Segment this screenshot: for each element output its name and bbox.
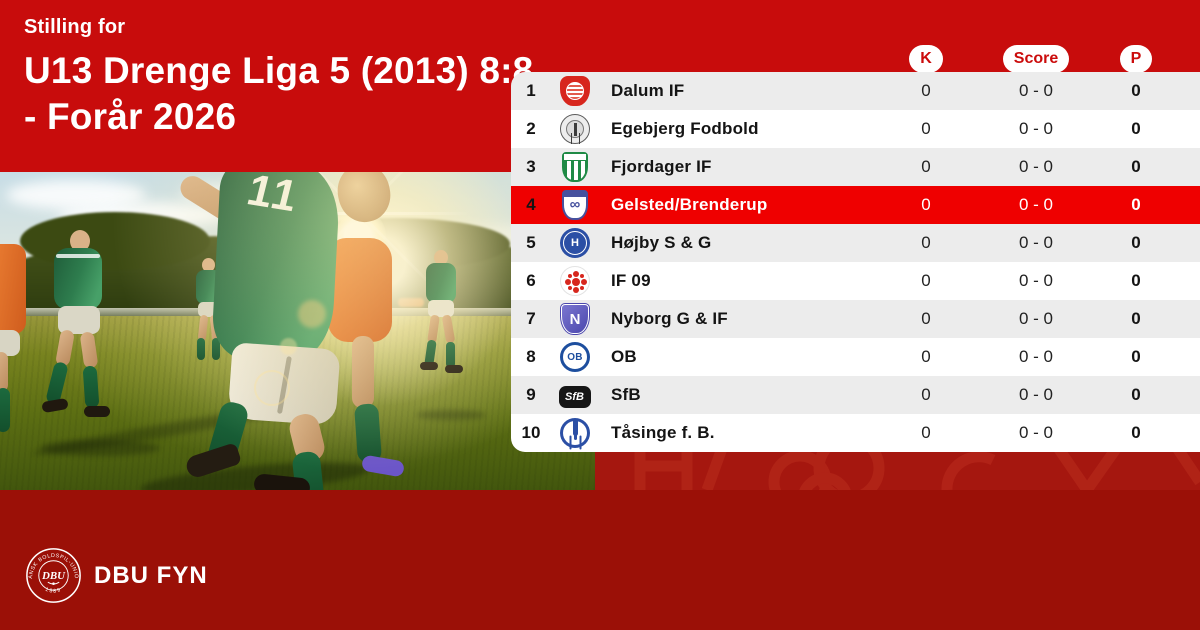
rank: 5 <box>526 233 536 252</box>
team-badge-ob-icon: OB <box>551 342 599 372</box>
matches-value: 0 <box>921 423 931 442</box>
table-row: 6 IF 09 0 0 - 0 0 <box>511 262 1200 300</box>
dbu-watermark-pattern <box>634 452 1200 490</box>
score-value: 0 - 0 <box>1018 81 1054 100</box>
rank: 2 <box>526 119 536 138</box>
title-block: Stilling for U13 Drenge Liga 5 (2013) 8:… <box>24 16 533 140</box>
table-row: 8 OB OB 0 0 - 0 0 <box>511 338 1200 376</box>
score-value: 0 - 0 <box>1018 423 1054 442</box>
team-name: Højby S & G <box>611 233 712 252</box>
table-row: 5 H Højby S & G 0 0 - 0 0 <box>511 224 1200 262</box>
standings-table: 1 Dalum IF 0 0 - 0 0 2 Egebjerg Fodbold … <box>511 72 1200 452</box>
photo-lens-flare <box>254 370 290 406</box>
team-name: Tåsinge f. B. <box>611 423 715 442</box>
team-name: OB <box>611 347 637 366</box>
table-row: 10 Tåsinge f. B. 0 0 - 0 0 <box>511 414 1200 452</box>
photo-player-orange-bib <box>318 212 418 490</box>
team-badge-dalum-if-icon <box>551 76 599 106</box>
team-name: Nyborg G & IF <box>611 309 728 328</box>
table-row-highlighted: 4 Gelsted/Brenderup 0 0 - 0 0 <box>511 186 1200 224</box>
eyebrow-label: Stilling for <box>24 16 126 38</box>
rank: 10 <box>521 423 541 442</box>
table-row: 9 SfB SfB 0 0 - 0 0 <box>511 376 1200 414</box>
column-header-k: K <box>909 45 943 73</box>
photo-player-left <box>41 230 126 470</box>
score-value: 0 - 0 <box>1018 119 1054 138</box>
matches-value: 0 <box>921 195 931 214</box>
dbu-seal-logo: DANSK BOLDSPIL-UNION 1889 DBU <box>25 547 81 603</box>
rank: 1 <box>526 81 536 100</box>
team-name: IF 09 <box>611 271 651 290</box>
seal-initials: DBU <box>41 570 66 582</box>
brand-name: DBU FYN <box>94 562 208 589</box>
photo-shadow <box>40 440 160 456</box>
table-row: 3 Fjordager IF 0 0 - 0 0 <box>511 148 1200 186</box>
column-header-p: P <box>1119 45 1153 73</box>
points-value: 0 <box>1131 81 1141 100</box>
team-badge-egebjerg-icon <box>551 114 599 144</box>
rank: 8 <box>526 347 536 366</box>
rank: 3 <box>526 157 536 176</box>
team-badge-if09-icon <box>551 266 599 296</box>
matches-value: 0 <box>921 385 931 404</box>
footer-bar: DANSK BOLDSPIL-UNION 1889 DBU DBU FYN <box>0 490 1200 630</box>
matches-value: 0 <box>921 233 931 252</box>
table-column-headers: K Score P <box>511 45 1200 73</box>
matches-value: 0 <box>921 81 931 100</box>
points-value: 0 <box>1131 309 1141 328</box>
seal-year: 1889 <box>44 587 61 595</box>
matches-value: 0 <box>921 347 931 366</box>
matches-value: 0 <box>921 157 931 176</box>
score-value: 0 - 0 <box>1018 157 1054 176</box>
points-value: 0 <box>1131 271 1141 290</box>
team-name: Gelsted/Brenderup <box>611 195 768 214</box>
score-value: 0 - 0 <box>1018 347 1054 366</box>
hero-photo: 11 <box>0 172 595 490</box>
points-value: 0 <box>1131 119 1141 138</box>
rank: 4 <box>526 195 536 214</box>
score-value: 0 - 0 <box>1018 271 1054 290</box>
team-badge-tasinge-icon <box>551 418 599 448</box>
team-badge-sfb-icon: SfB <box>551 382 599 408</box>
svg-text:1889: 1889 <box>44 587 62 595</box>
page-title-line1: U13 Drenge Liga 5 (2013) 8:8 <box>24 50 534 91</box>
points-value: 0 <box>1131 385 1141 404</box>
photo-player-edge <box>0 224 40 464</box>
page-title-line2: - Forår 2026 <box>24 96 237 137</box>
score-value: 0 - 0 <box>1018 309 1054 328</box>
team-name: Fjordager IF <box>611 157 712 176</box>
score-value: 0 - 0 <box>1018 385 1054 404</box>
matches-value: 0 <box>921 271 931 290</box>
rank: 7 <box>526 309 536 328</box>
photo-warm-tint <box>0 172 595 490</box>
watermark-band <box>595 452 1200 490</box>
points-value: 0 <box>1131 347 1141 366</box>
team-badge-fjordager-icon <box>551 152 599 182</box>
photo-player-right <box>418 250 466 400</box>
matches-value: 0 <box>921 119 931 138</box>
team-badge-gelsted-brenderup-icon <box>551 190 599 220</box>
team-badge-nyborg-icon: N <box>551 303 599 335</box>
photo-shadow <box>416 410 486 420</box>
table-row: 1 Dalum IF 0 0 - 0 0 <box>511 72 1200 110</box>
team-badge-hojby-icon: H <box>551 228 599 258</box>
photo-lens-flare <box>280 338 297 355</box>
points-value: 0 <box>1131 157 1141 176</box>
matches-value: 0 <box>921 309 931 328</box>
photo-lens-flare <box>298 300 326 328</box>
points-value: 0 <box>1131 423 1141 442</box>
column-header-score: Score <box>1002 45 1070 73</box>
table-row: 2 Egebjerg Fodbold 0 0 - 0 0 <box>511 110 1200 148</box>
table-row: 7 N Nyborg G & IF 0 0 - 0 0 <box>511 300 1200 338</box>
rank: 9 <box>526 385 536 404</box>
team-name: Dalum IF <box>611 81 685 100</box>
points-value: 0 <box>1131 233 1141 252</box>
team-name: SfB <box>611 385 641 404</box>
points-value: 0 <box>1131 195 1141 214</box>
rank: 6 <box>526 271 536 290</box>
score-value: 0 - 0 <box>1018 233 1054 252</box>
team-name: Egebjerg Fodbold <box>611 119 759 138</box>
score-value: 0 - 0 <box>1018 195 1054 214</box>
